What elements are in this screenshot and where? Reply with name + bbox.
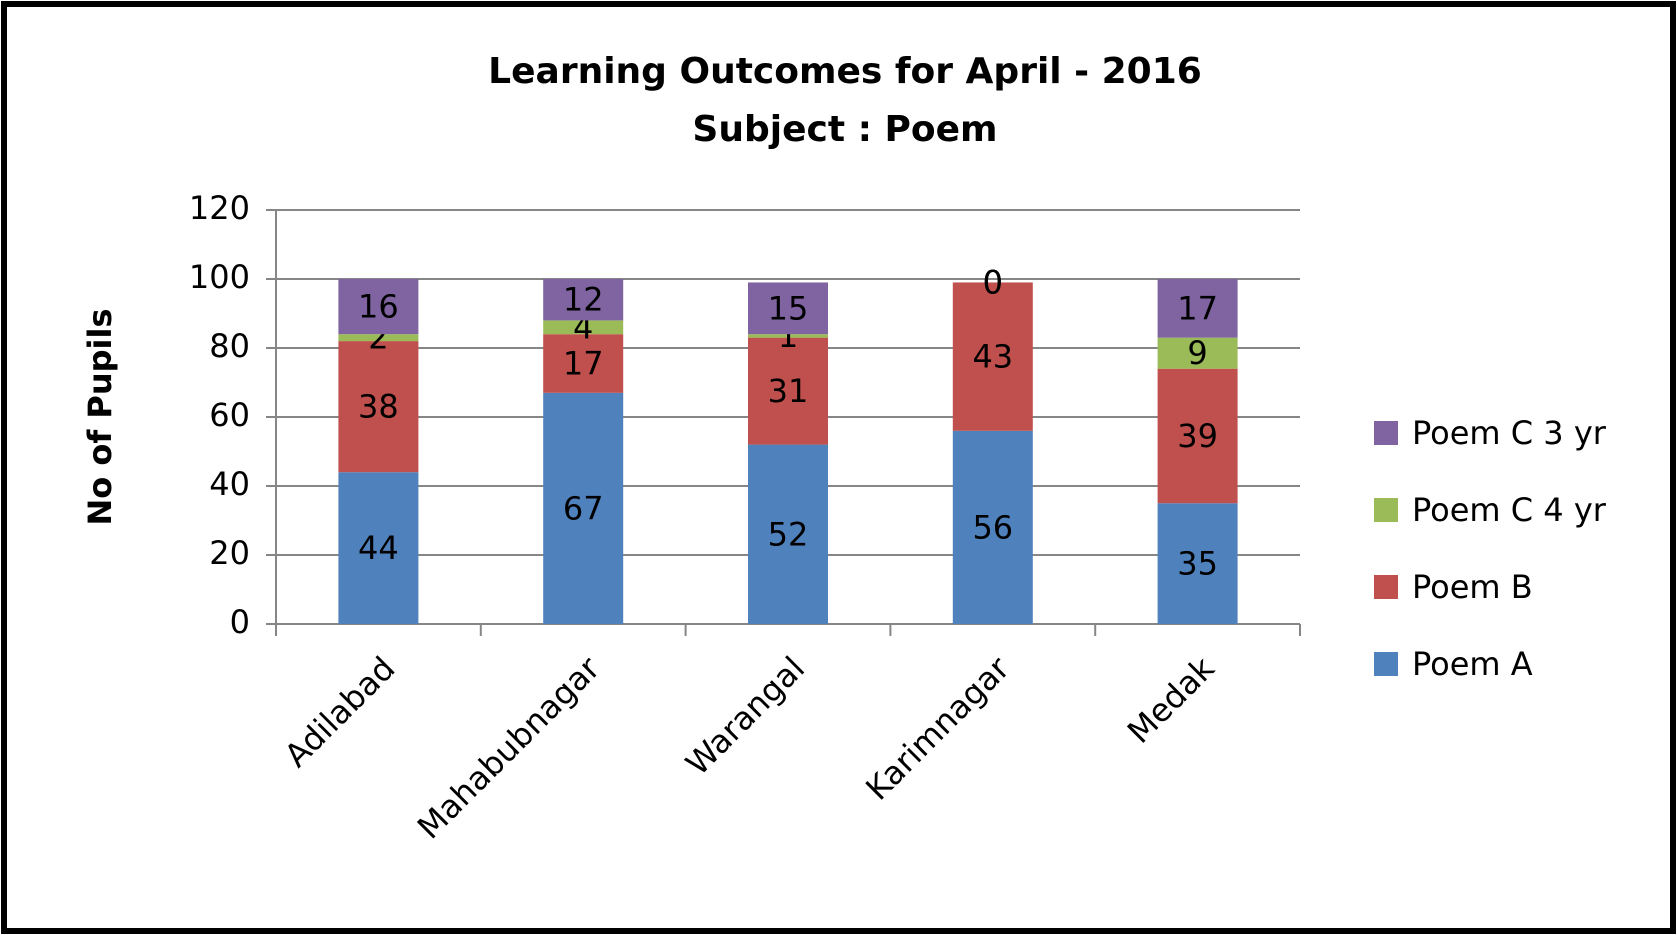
legend-label: Poem A: [1412, 645, 1533, 683]
bar-segment: [543, 279, 624, 321]
legend-swatch: [1374, 652, 1398, 676]
bar-segment: [338, 279, 419, 335]
bar-segment: [1157, 503, 1238, 624]
data-label: 0: [983, 263, 1003, 301]
data-label: 17: [1177, 289, 1218, 327]
legend-label: Poem C 3 yr: [1412, 414, 1607, 452]
legend-swatch: [1374, 575, 1398, 599]
chart-subtitle: Subject : Poem: [692, 109, 997, 150]
data-label: 44: [358, 529, 399, 567]
bar-segment: [748, 337, 828, 445]
data-label: 35: [1177, 545, 1218, 583]
y-tick-label: 60: [209, 396, 250, 434]
bar-segment: [1157, 368, 1238, 504]
y-tick-label: 80: [209, 327, 250, 365]
bar-segment: [338, 472, 419, 624]
y-tick-label: 120: [189, 189, 250, 227]
data-label: 52: [768, 515, 809, 553]
y-tick-label: 20: [209, 534, 250, 572]
data-label: 0: [983, 263, 1003, 301]
bar-segment: [543, 334, 624, 393]
y-tick-label: 0: [230, 603, 250, 641]
bar-segment: [338, 334, 419, 342]
data-label: 15: [768, 289, 809, 327]
data-label: 31: [768, 372, 809, 410]
legend-label: Poem C 4 yr: [1412, 491, 1607, 529]
bar-segment: [543, 392, 624, 624]
legend-swatch: [1374, 421, 1398, 445]
data-label: 67: [563, 489, 604, 527]
data-label: 17: [563, 345, 604, 383]
y-tick-label: 100: [189, 258, 250, 296]
bar-segment: [952, 282, 1033, 431]
legend-swatch: [1374, 498, 1398, 522]
bar-segment: [1157, 337, 1238, 369]
data-label: 56: [972, 508, 1013, 546]
data-label: 38: [358, 388, 399, 426]
chart-title: Learning Outcomes for April - 2016: [488, 51, 1202, 92]
bar-segment: [543, 320, 624, 335]
bar-segment: [338, 341, 419, 473]
y-tick-label: 40: [209, 465, 250, 503]
data-label: 16: [358, 288, 399, 326]
bar-segment: [748, 334, 828, 338]
bar-segment: [1157, 279, 1238, 338]
data-label: 9: [1187, 334, 1207, 372]
bar-segment: [748, 282, 828, 335]
y-axis-label: No of Pupils: [81, 308, 119, 525]
legend-label: Poem B: [1412, 568, 1533, 606]
bar-segment: [748, 444, 828, 624]
data-label: 39: [1177, 417, 1218, 455]
bar-segment: [952, 430, 1033, 624]
data-label: 12: [563, 281, 604, 319]
data-label: 43: [972, 338, 1013, 376]
